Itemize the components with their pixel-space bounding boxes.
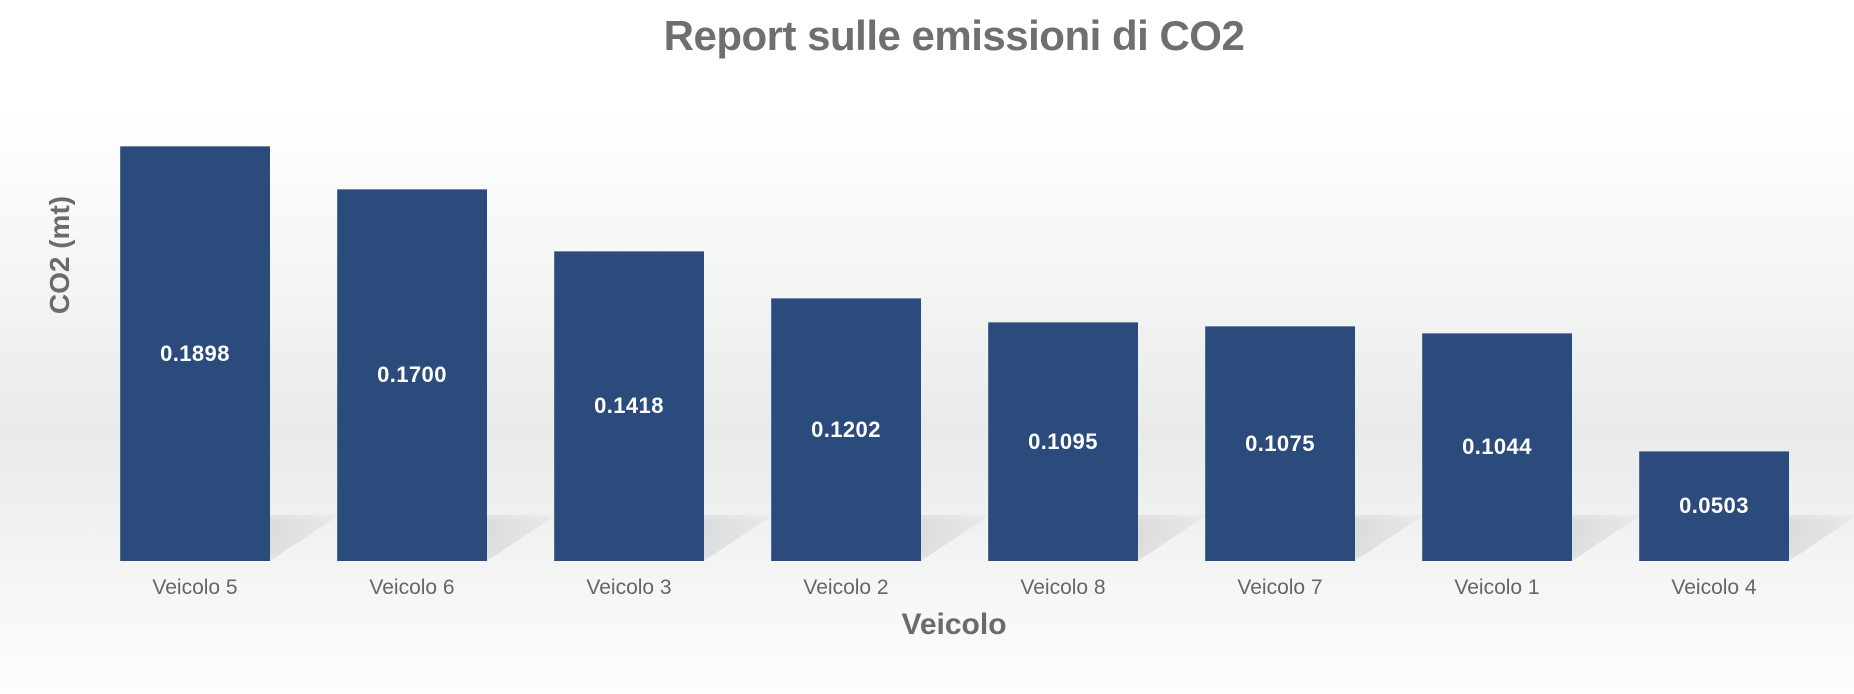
category-label: Veicolo 4 — [1671, 576, 1757, 599]
category-label: Veicolo 8 — [1020, 576, 1106, 599]
bar-value-label: 0.0503 — [1679, 493, 1749, 518]
bar-value-label: 0.1075 — [1245, 430, 1315, 456]
category-label: Veicolo 6 — [369, 576, 455, 599]
bar-value-label: 0.1202 — [811, 416, 881, 442]
bar[interactable]: 0.0503 — [1639, 451, 1789, 561]
bar[interactable]: 0.1044 — [1422, 333, 1572, 561]
category-label: Veicolo 3 — [586, 576, 672, 599]
bar-value-label: 0.1044 — [1462, 434, 1532, 459]
bar[interactable]: 0.1075 — [1205, 326, 1355, 561]
bar[interactable]: 0.1202 — [771, 298, 921, 561]
category-label: Veicolo 7 — [1237, 576, 1323, 599]
bar-value-label: 0.1095 — [1028, 428, 1098, 454]
bar-value-label: 0.1898 — [160, 340, 230, 366]
category-label: Veicolo 5 — [152, 576, 238, 599]
bar[interactable]: 0.1418 — [554, 251, 704, 561]
bar-value-label: 0.1418 — [594, 393, 664, 418]
bar-value-label: 0.1700 — [377, 362, 447, 387]
category-label: Veicolo 1 — [1454, 576, 1540, 599]
x-axis-label: Veicolo — [901, 608, 1007, 641]
bar[interactable]: 0.1700 — [337, 189, 487, 561]
chart-title: Report sulle emissioni di CO2 — [663, 12, 1245, 59]
bar[interactable]: 0.1095 — [988, 322, 1138, 561]
category-label: Veicolo 2 — [803, 576, 889, 599]
bar[interactable]: 0.1898 — [120, 146, 270, 561]
